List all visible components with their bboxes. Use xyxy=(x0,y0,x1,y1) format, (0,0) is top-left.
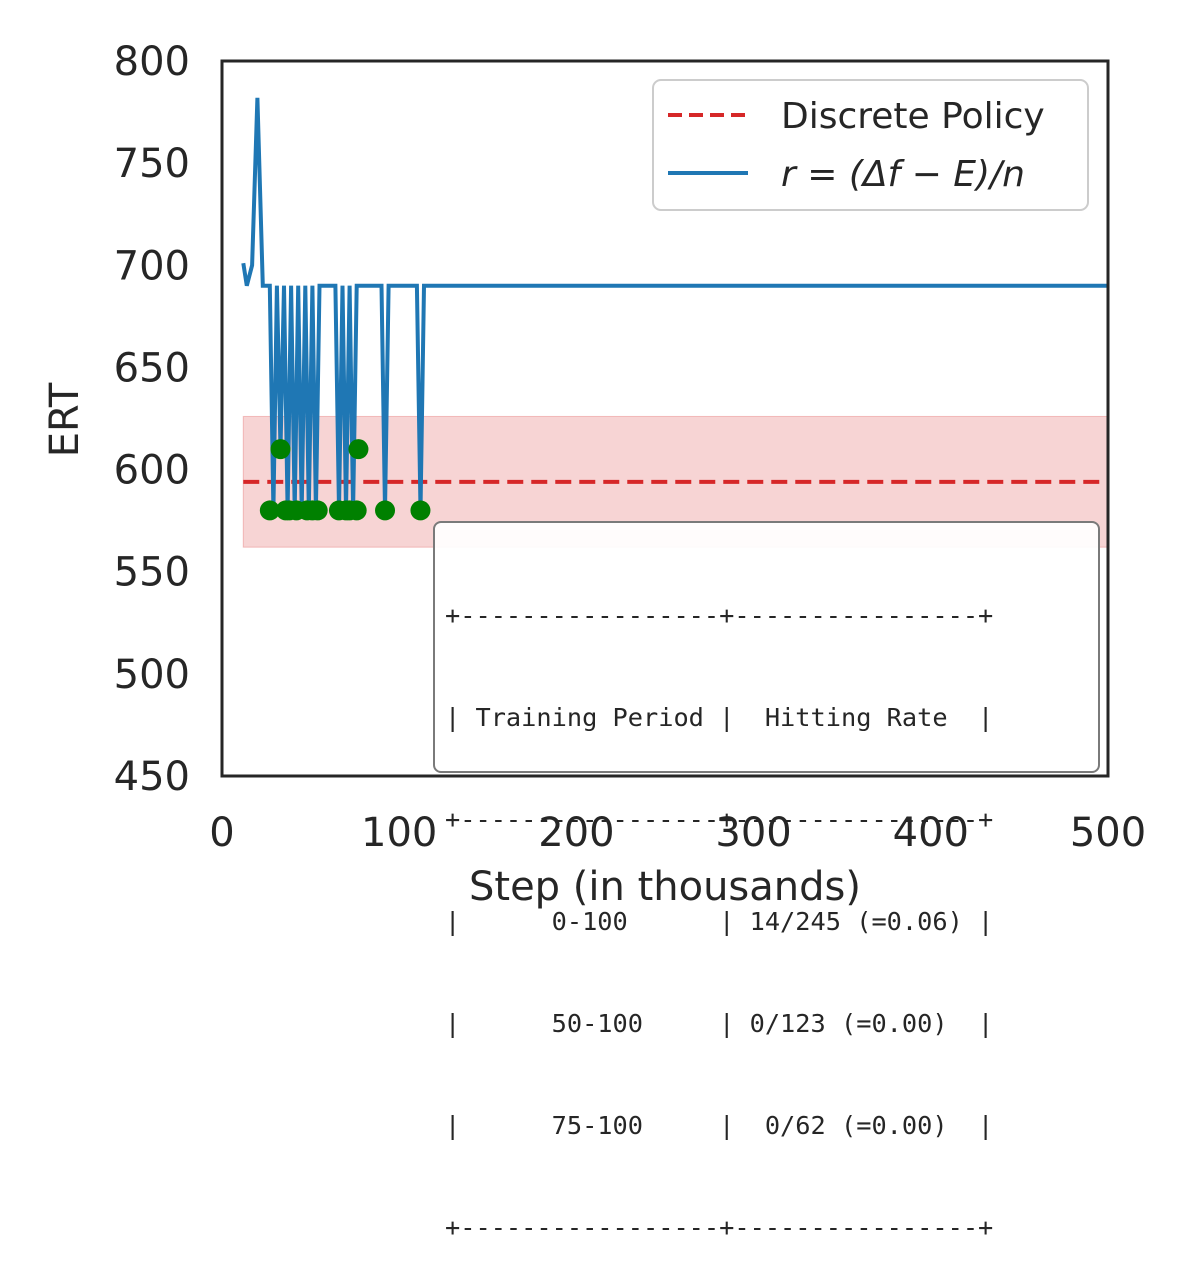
y-tick-labels: 450 500 550 600 650 700 750 800 xyxy=(114,39,190,800)
y-tick-label: 550 xyxy=(114,550,190,596)
table-row: | 0-100 | 14/245 (=0.06) | xyxy=(445,907,994,936)
legend-label-discrete-policy: Discrete Policy xyxy=(781,96,1045,137)
y-tick-label: 800 xyxy=(114,39,190,85)
y-axis-label: ERT xyxy=(42,382,88,457)
table-border-bottom: +-----------------+----------------+ xyxy=(445,1213,994,1242)
x-tick-label: 200 xyxy=(538,810,614,856)
hit-point xyxy=(410,500,431,521)
table-header-row: | Training Period | Hitting Rate | xyxy=(445,703,994,732)
y-tick-label: 450 xyxy=(114,754,190,800)
y-tick-label: 600 xyxy=(114,448,190,494)
hit-point xyxy=(348,439,369,460)
x-tick-label: 300 xyxy=(715,810,791,856)
hit-point xyxy=(307,500,328,521)
table-row: | 50-100 | 0/123 (=0.00) | xyxy=(445,1009,994,1038)
table-row: | 75-100 | 0/62 (=0.00) | xyxy=(445,1111,994,1140)
y-tick-label: 500 xyxy=(114,652,190,698)
chart: 0 100 200 300 400 500 450 500 550 600 650 700 750 80… xyxy=(42,39,1146,910)
legend: Discrete Policy r = (Δf − E)/n xyxy=(652,79,1089,211)
reward-series-line xyxy=(241,97,1108,511)
plot-frame xyxy=(220,59,1110,778)
x-axis-label: Step (in thousands) xyxy=(469,864,861,910)
series-layer xyxy=(241,97,1108,511)
x-tick-label: 500 xyxy=(1070,810,1146,856)
y-tick-label: 650 xyxy=(114,345,190,391)
x-tick-label: 100 xyxy=(361,810,437,856)
table-border-mid: +-----------------+----------------+ xyxy=(445,805,994,834)
x-tick-labels: 0 100 200 300 400 500 xyxy=(209,810,1146,856)
legend-label-reward: r = (Δf − E)/n xyxy=(781,154,1025,195)
legend-frame xyxy=(652,79,1089,211)
y-tick-label: 700 xyxy=(114,243,190,289)
hit-point xyxy=(270,439,291,460)
table-border-top: +-----------------+----------------+ xyxy=(445,601,994,630)
hit-point xyxy=(259,500,280,521)
hit-point xyxy=(375,500,396,521)
x-tick-label: 400 xyxy=(893,810,969,856)
hit-point xyxy=(346,500,367,521)
x-tick-label: 0 xyxy=(209,810,234,856)
hit-points-layer xyxy=(259,439,431,521)
hitting-rate-table: +-----------------+----------------+ | T… xyxy=(433,521,1100,1242)
y-tick-label: 750 xyxy=(114,141,190,187)
